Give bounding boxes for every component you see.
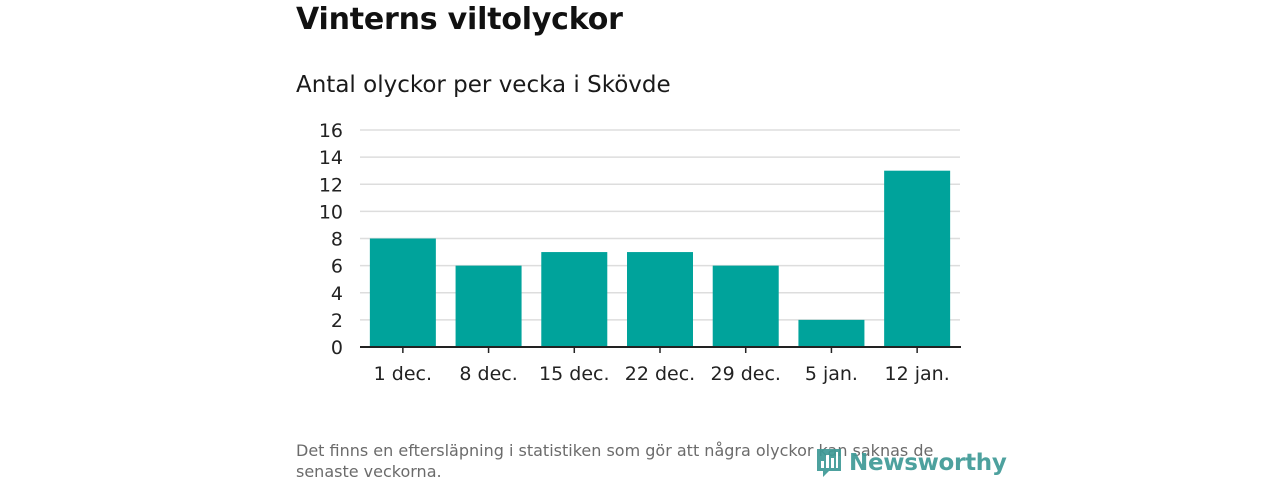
newsworthy-logo: Newsworthy: [815, 447, 1007, 479]
bar-chart-logo-icon: [817, 449, 841, 477]
y-tick-label: 8: [331, 229, 343, 251]
x-tick-label: 8 dec.: [459, 363, 517, 385]
x-tick-label: 1 dec.: [374, 363, 432, 385]
x-tick-label: 29 dec.: [710, 363, 780, 385]
bar: [627, 252, 693, 347]
x-tick-label: 15 dec.: [539, 363, 609, 385]
footnote: Det finns en eftersläpning i statistiken…: [296, 441, 934, 481]
x-tick-label: 12 jan.: [885, 363, 950, 385]
y-tick-label: 6: [331, 256, 343, 278]
y-tick-label: 2: [331, 310, 343, 332]
y-tick-label: 12: [319, 174, 343, 196]
bar: [798, 319, 865, 347]
y-tick-label: 10: [319, 201, 343, 223]
logo-text: Newsworthy: [849, 450, 1007, 476]
y-tick-label: 16: [319, 120, 343, 142]
x-tick-label: 22 dec.: [625, 363, 695, 385]
chart-subtitle: Antal olyckor per vecka i Skövde: [296, 72, 671, 98]
bar: [884, 170, 951, 347]
bar: [455, 265, 522, 347]
y-tick-label: 4: [331, 283, 343, 305]
bar-chart: 0 2 4 6 8 10 12 14 16 1 dec. 8 dec. 15 dec. 22 dec. 2…: [319, 120, 961, 385]
x-tick-label: 5 jan.: [805, 363, 858, 385]
bar: [369, 238, 436, 347]
bar: [712, 265, 779, 347]
chart-title: Vinterns viltolyckor: [296, 2, 623, 37]
y-tick-label: 14: [319, 147, 343, 169]
bar: [541, 252, 608, 347]
y-tick-label: 0: [331, 337, 343, 359]
